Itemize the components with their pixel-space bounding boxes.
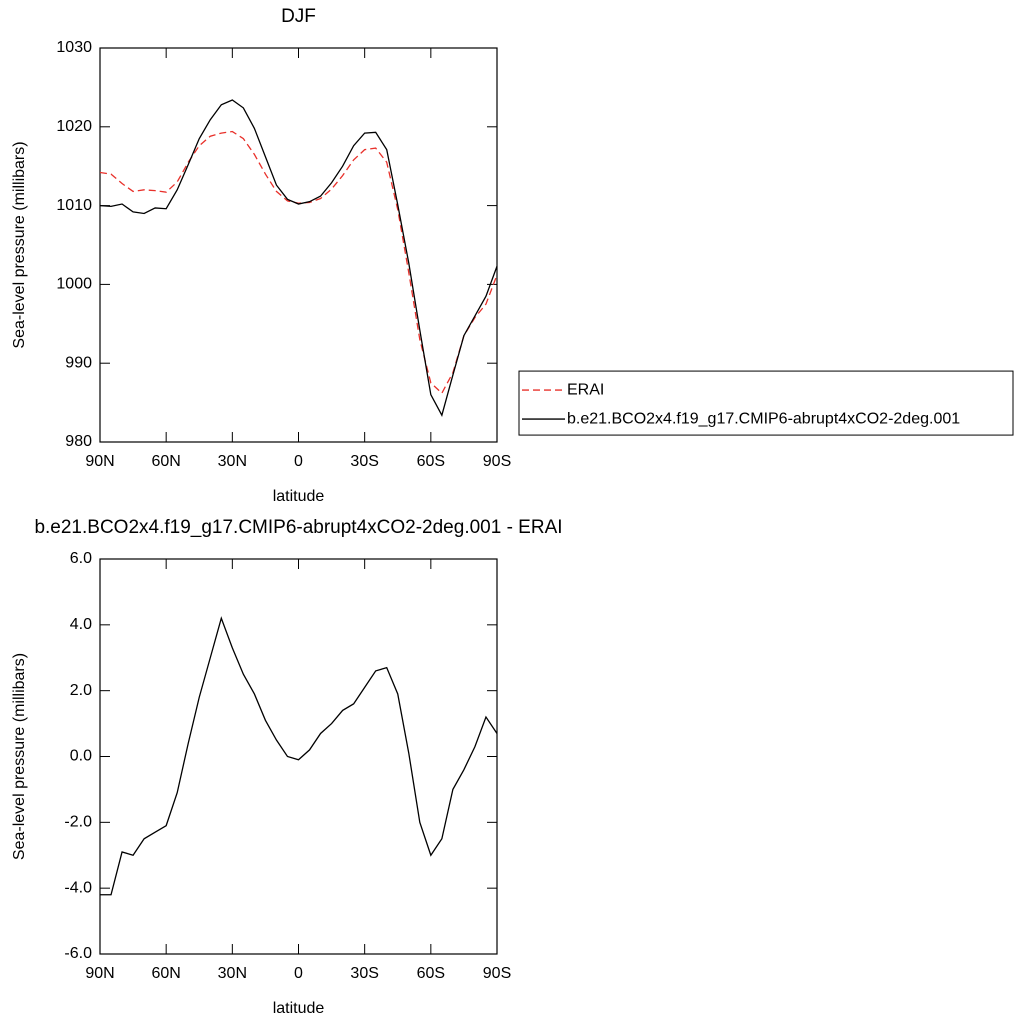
data-line: [99, 130, 498, 395]
legend-label: b.e21.BCO2x4.f19_g17.CMIP6-abrupt4xCO2-2…: [567, 410, 960, 427]
legend-label: ERAI: [567, 381, 604, 398]
y-tick-label: 6.0: [70, 550, 92, 567]
x-tick-label: 90S: [483, 453, 511, 470]
plot-frame: [99, 47, 498, 443]
y-axis-label: Sea-level pressure (millibars): [11, 141, 28, 348]
y-tick-label: 0.0: [70, 748, 92, 765]
x-tick-label: 90N: [85, 965, 114, 982]
x-tick-label: 0: [294, 453, 303, 470]
x-tick-label: 60N: [151, 453, 180, 470]
y-tick-label: 1020: [56, 118, 92, 135]
x-tick-label: 60S: [417, 965, 445, 982]
y-tick-label: 980: [65, 433, 92, 450]
x-tick-label: 60N: [151, 965, 180, 982]
x-tick-label: 30S: [350, 453, 378, 470]
legend-box: [518, 370, 1014, 436]
x-tick-label: 60S: [417, 453, 445, 470]
y-tick-label: 4.0: [70, 616, 92, 633]
data-line: [99, 99, 498, 417]
chart-title: DJF: [281, 6, 316, 27]
x-tick-label: 30N: [218, 965, 247, 982]
y-tick-label: 2.0: [70, 682, 92, 699]
x-tick-label: 0: [294, 965, 303, 982]
y-tick-label: -4.0: [64, 879, 92, 896]
plot-frame: [99, 558, 498, 955]
x-tick-label: 30S: [350, 965, 378, 982]
x-axis-label: latitude: [273, 488, 325, 505]
y-tick-label: 1030: [56, 39, 92, 56]
x-tick-label: 90S: [483, 965, 511, 982]
y-axis-label: Sea-level pressure (millibars): [11, 653, 28, 860]
y-tick-label: -2.0: [64, 814, 92, 831]
y-tick-label: 1010: [56, 197, 92, 214]
chart-title: b.e21.BCO2x4.f19_g17.CMIP6-abrupt4xCO2-2…: [34, 517, 562, 538]
x-tick-label: 30N: [218, 453, 247, 470]
y-tick-label: 990: [65, 354, 92, 371]
data-line: [100, 616, 498, 896]
y-tick-label: 1000: [56, 276, 92, 293]
x-tick-label: 90N: [85, 453, 114, 470]
x-axis-label: latitude: [273, 1000, 325, 1017]
y-tick-label: -6.0: [64, 945, 92, 962]
